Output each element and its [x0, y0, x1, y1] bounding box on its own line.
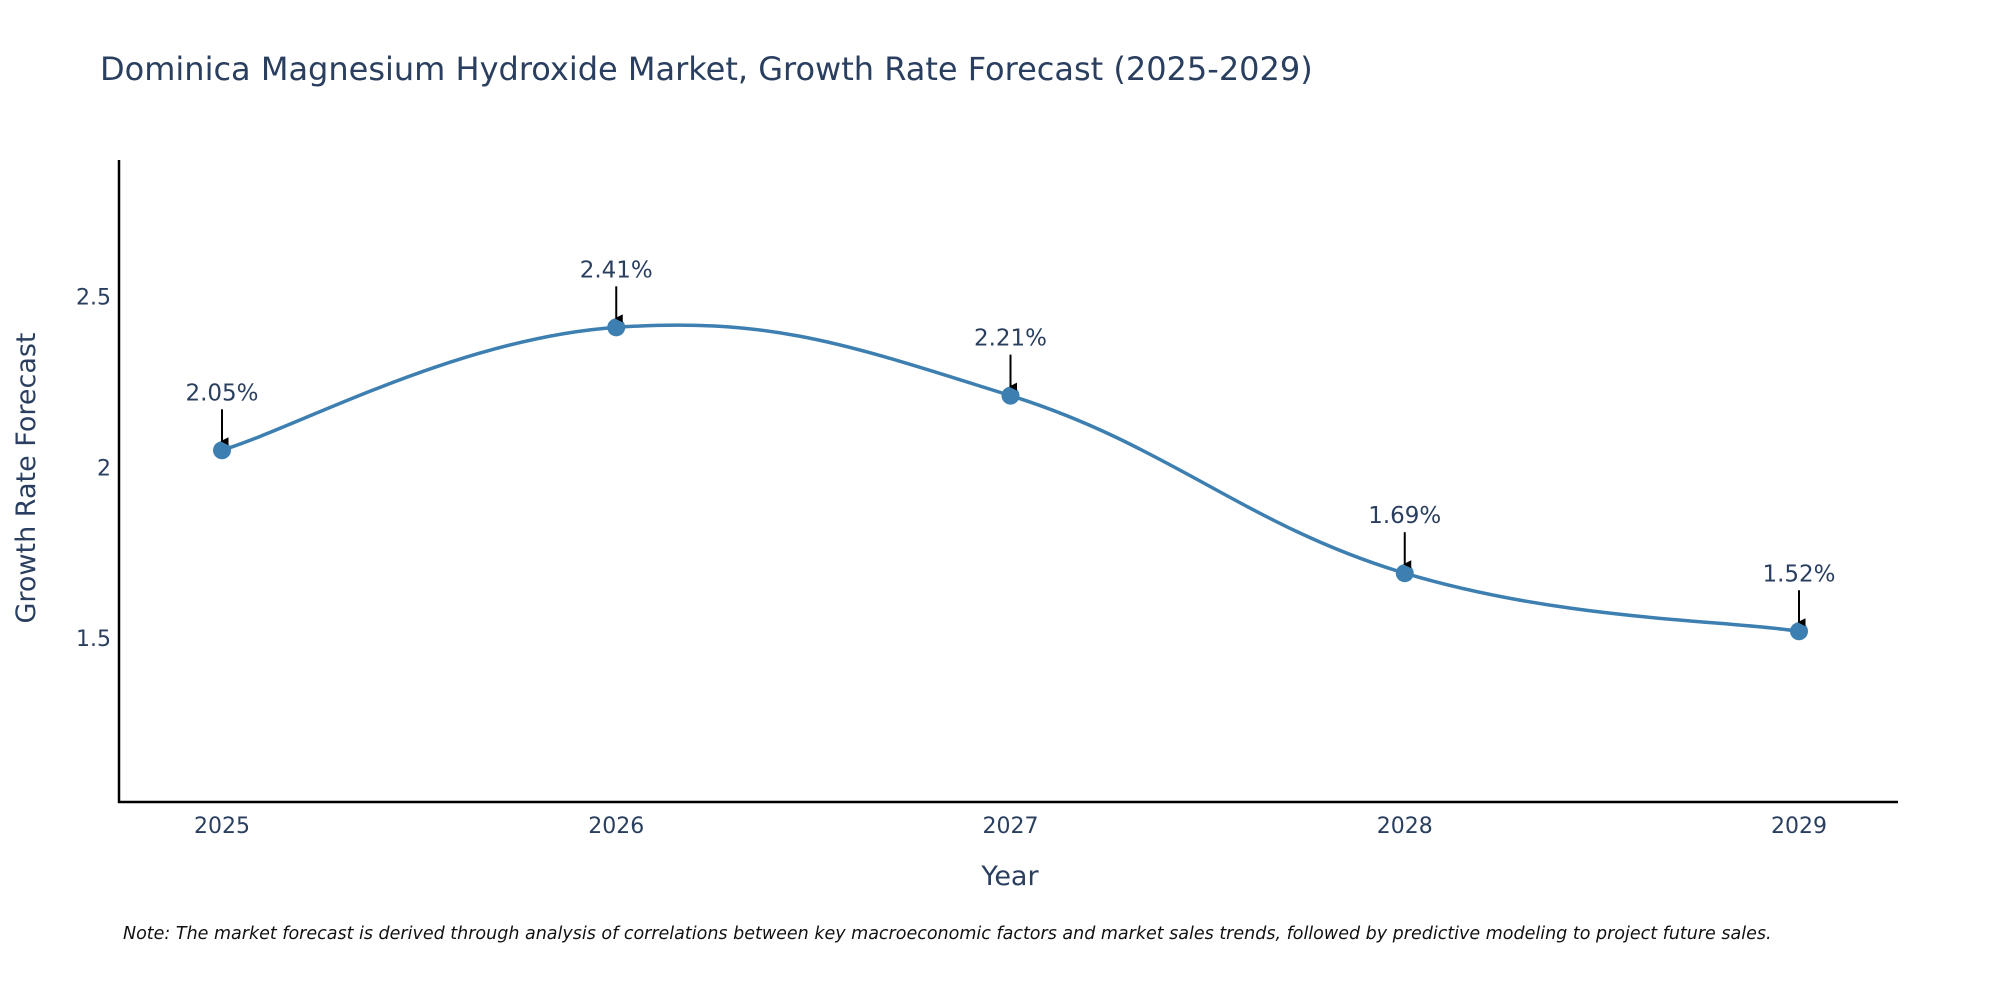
- annotation-label: 2.21%: [974, 326, 1047, 352]
- y-tick-label: 2: [97, 456, 111, 481]
- data-point-2027: [1001, 386, 1020, 405]
- y-tick-label: 2.5: [76, 286, 111, 311]
- y-axis-title: Growth Rate Forecast: [11, 332, 42, 623]
- x-tick-label: 2027: [983, 814, 1039, 839]
- annotation-label: 1.69%: [1368, 503, 1441, 529]
- data-annotations: 2.05% 2.41% 2.21% 1.69% 1.52%: [185, 257, 1836, 627]
- footnote: Note: The market forecast is derived thr…: [123, 924, 1772, 944]
- data-point-2025: [213, 441, 231, 460]
- data-point-2026: [607, 318, 626, 337]
- data-point-2029: [1790, 622, 1808, 641]
- x-axis-title: Year: [980, 861, 1039, 892]
- annotation-label: 1.52%: [1762, 561, 1835, 587]
- annotation-label: 2.05%: [185, 380, 258, 406]
- y-axis-ticks: 1.5 2 2.5: [76, 286, 111, 652]
- y-tick-label: 1.5: [76, 627, 111, 652]
- x-tick-label: 2029: [1771, 814, 1827, 839]
- data-points: [213, 318, 1808, 641]
- x-tick-label: 2025: [194, 814, 250, 839]
- data-point-2028: [1395, 564, 1414, 583]
- chart-title: Dominica Magnesium Hydroxide Market, Gro…: [100, 50, 1313, 88]
- x-tick-label: 2026: [588, 814, 644, 839]
- x-axis-ticks: 2025 2026 2027 2028 2029: [194, 814, 1827, 839]
- annotation-label: 2.41%: [580, 257, 653, 283]
- x-tick-label: 2028: [1377, 814, 1433, 839]
